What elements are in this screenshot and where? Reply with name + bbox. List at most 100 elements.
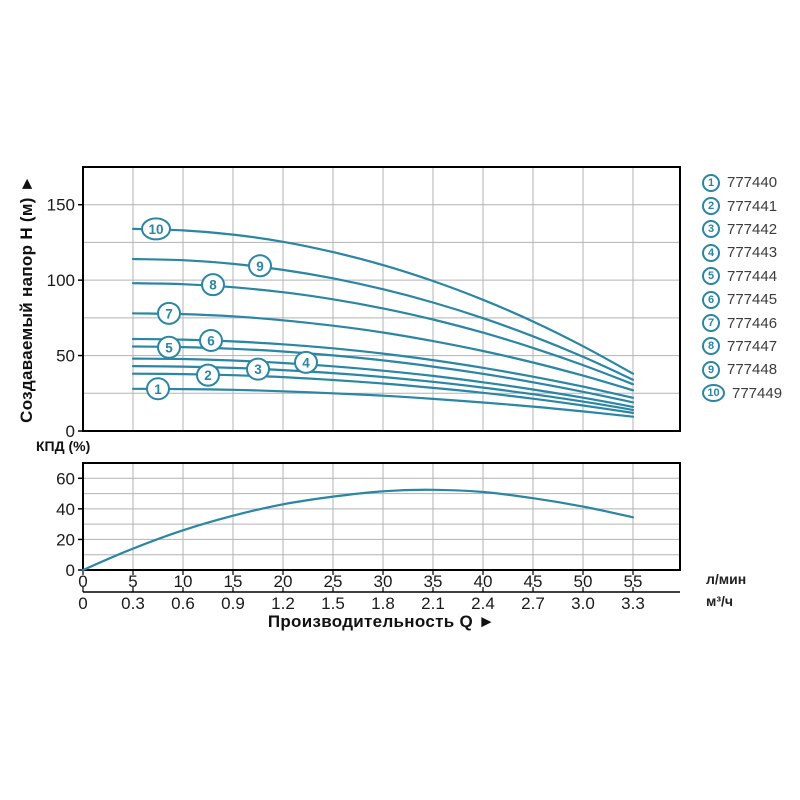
legend-article-number: 777444: [727, 267, 778, 285]
lmin-tick-label: 40: [474, 572, 493, 591]
curve-label-circle: [146, 377, 170, 401]
curve-label-circle: [157, 301, 181, 325]
curve-label-number: 4: [302, 355, 310, 370]
head-y-tick-label: 100: [47, 271, 75, 290]
curve-label-number: 7: [165, 306, 173, 321]
lmin-tick-label: 55: [624, 572, 643, 591]
eff-y-tick-label: 60: [56, 469, 75, 488]
legend-item-777443: 4 777443: [702, 241, 782, 264]
lmin-tick-label: 5: [128, 572, 137, 591]
legend-item-777442: 3 777442: [702, 218, 782, 241]
flow-axis: 0 5 10 15 20 25 30 35 40 45 50 55 0 0.3 0.6 0.9 1.2 1.5 1.…: [78, 571, 680, 613]
legend-article-number: 777446: [727, 314, 778, 332]
lmin-tick-label: 20: [274, 572, 293, 591]
legend-curve-number: 7: [702, 314, 720, 333]
legend-curve-number: 1: [702, 173, 720, 192]
curve-label-number: 8: [209, 278, 217, 293]
legend-curve-number: 10: [702, 384, 725, 403]
curve-label-circle: [294, 350, 318, 374]
legend-article-number: 777448: [727, 361, 778, 379]
legend-curve-number: 9: [702, 360, 720, 379]
legend-curve-number: 8: [702, 337, 720, 356]
curve-label-3: 3: [246, 357, 270, 381]
m3h-tick-label: 2.1: [421, 594, 445, 613]
curve-label-8: 8: [201, 273, 225, 297]
curve-label-circle: [246, 357, 270, 381]
m3h-tick-label: 0.3: [121, 594, 145, 613]
m3h-tick-label: 2.7: [521, 594, 545, 613]
lmin-tick-label: 10: [174, 572, 193, 591]
efficiency-curve: [81, 488, 635, 572]
m3h-tick-label: 1.5: [321, 594, 345, 613]
legend-article-number: 777443: [727, 244, 778, 262]
curve-label-circle: [199, 328, 223, 352]
legend-curve-number: 2: [702, 197, 720, 216]
lmin-tick-label: 30: [374, 572, 393, 591]
legend-curve-number: 4: [702, 243, 720, 262]
head-curve-7: [131, 312, 635, 392]
lmin-tick-label: 25: [324, 572, 343, 591]
curve-label-number: 10: [148, 222, 163, 237]
plot-border: [82, 462, 681, 571]
legend-item-777445: 6 777445: [702, 288, 782, 311]
legend-article-number: 777447: [727, 337, 778, 355]
curve-label-4: 4: [294, 350, 318, 374]
curve-label-number: 9: [256, 259, 264, 274]
curve-label-2: 2: [196, 363, 220, 387]
efficiency-chart-grid: [83, 463, 680, 570]
legend-item-777444: 5 777444: [702, 265, 782, 288]
head-curve-9: [131, 257, 635, 381]
curve-label-number: 3: [254, 362, 262, 377]
eff-y-tick-label: 20: [56, 530, 75, 549]
m3h-tick-label: 0: [78, 594, 87, 613]
head-chart-grid: [83, 167, 680, 431]
legend-curve-number: 5: [702, 267, 720, 286]
legend-item-777448: 9 777448: [702, 358, 782, 381]
m3h-tick-label: 2.4: [471, 594, 495, 613]
legend-item-777447: 8 777447: [702, 335, 782, 358]
curve-label-1: 1: [146, 377, 170, 401]
legend-item-777441: 2 777441: [702, 194, 782, 217]
m3h-tick-label: 3.3: [621, 594, 645, 613]
head-curve-3: [131, 365, 635, 411]
curve-label-number: 2: [204, 368, 212, 383]
m3h-tick-label: 0.6: [171, 594, 195, 613]
legend-item-777449: 10 777449: [702, 382, 782, 405]
lmin-tick-label: 50: [574, 572, 593, 591]
curve-legend: 1 777440 2 777441 3 777442 4 777443 5 777444 6 7774…: [702, 171, 782, 405]
eff-y-tick-label: 0: [66, 561, 75, 580]
curve-label-circle: [248, 254, 272, 278]
lmin-tick-label: 35: [424, 572, 443, 591]
head-curve-10: [131, 227, 635, 375]
legend-article-number: 777442: [727, 220, 778, 238]
curve-label-number: 6: [207, 333, 215, 348]
flow-axis-title: Производительность Q ►: [267, 612, 496, 631]
legend-article-number: 777449: [732, 384, 783, 402]
m3h-tick-label: 0.9: [221, 594, 245, 613]
m3h-tick-label: 1.2: [271, 594, 295, 613]
head-y-tick-label: 0: [66, 422, 75, 441]
head-curve-1: [131, 387, 635, 418]
efficiency-axis-title: КПД (%): [36, 438, 91, 454]
legend-article-number: 777440: [727, 174, 778, 192]
curve-label-7: 7: [157, 301, 181, 325]
unit-m3-per-h-label: м³/ч: [706, 593, 734, 609]
legend-article-number: 777445: [727, 291, 778, 309]
head-curve-4: [131, 357, 635, 408]
m3h-tick-label: 1.8: [371, 594, 395, 613]
head-y-tick-label: 50: [56, 347, 75, 366]
head-axis-title: Создаваемый напор Н (м) ►: [17, 175, 36, 423]
head-y-tick-label: 150: [47, 196, 75, 215]
curve-label-6: 6: [199, 328, 223, 352]
head-chart: 0 50 100 150 1 2 3 4 5 6 7 8 9 10: [47, 166, 681, 441]
eff-y-tick-label: 40: [56, 500, 75, 519]
legend-item-777446: 7 777446: [702, 311, 782, 334]
curve-label-10: 10: [141, 217, 171, 241]
efficiency-chart: 0 20 40 60: [56, 462, 681, 580]
curve-label-circle: [157, 335, 181, 359]
m3h-tick-label: 3.0: [571, 594, 595, 613]
curve-label-number: 5: [165, 340, 173, 355]
head-curves: [131, 227, 635, 418]
